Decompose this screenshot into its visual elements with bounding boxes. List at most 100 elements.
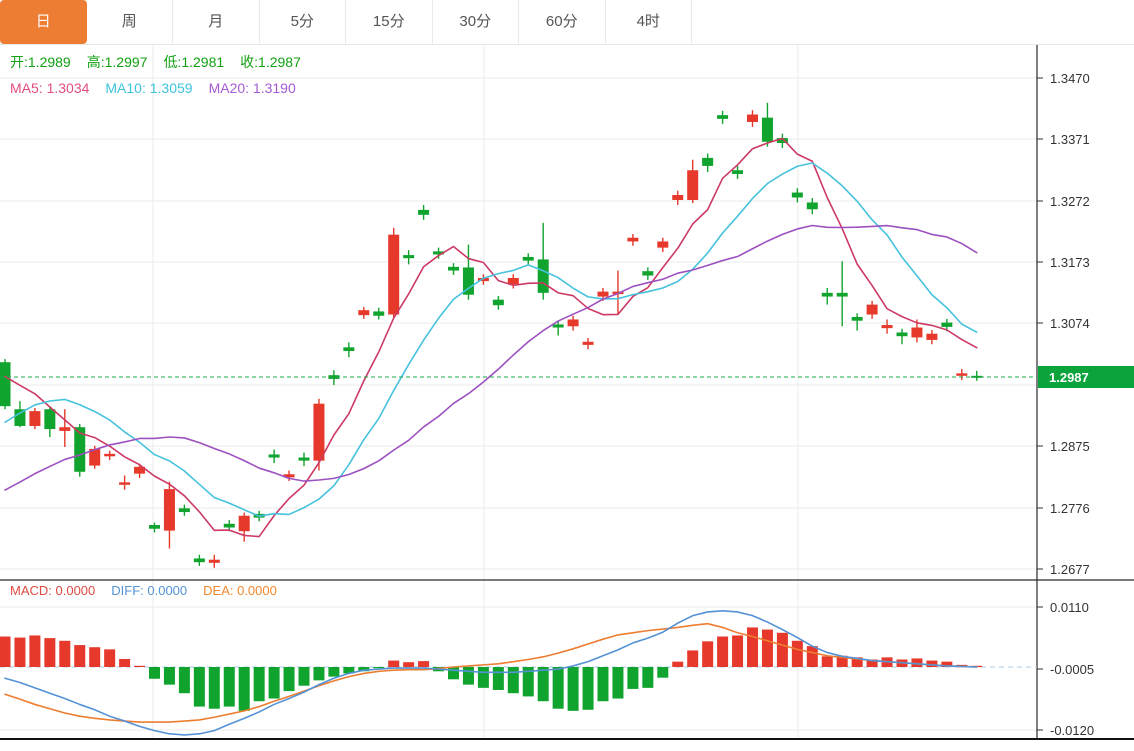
- candle-body: [926, 333, 938, 340]
- candle-body: [462, 267, 474, 295]
- price-axis-label: 1.3272: [1050, 194, 1090, 209]
- candle-body: [477, 277, 489, 282]
- current-price-badge: [1038, 366, 1134, 388]
- macd-hist-bar: [238, 667, 250, 711]
- macd-hist-bar: [552, 667, 564, 709]
- macd-hist-bar: [791, 640, 803, 667]
- tab-period-7[interactable]: 60分: [519, 0, 606, 44]
- macd-readout: MACD: 0.0000 DIFF: 0.0000 DEA: 0.0000: [10, 583, 293, 598]
- macd-axis-label: -0.0005: [1050, 662, 1094, 677]
- candle-body: [702, 157, 714, 166]
- macd-hist-bar: [642, 667, 654, 688]
- candle-body: [388, 234, 400, 315]
- candle-body: [134, 466, 146, 474]
- macd-hist-bar: [14, 637, 26, 667]
- current-price-marker: 1.2987: [0, 366, 1134, 388]
- candle-body: [14, 409, 26, 426]
- ohlc-close: 收:1.2987: [240, 54, 301, 70]
- candle-body: [507, 277, 519, 285]
- price-axis-label: 1.2875: [1050, 439, 1090, 454]
- macd-hist-bar: [477, 667, 489, 688]
- ma-legend-ma10: MA10: 1.3059: [105, 80, 193, 96]
- candle-body: [627, 237, 639, 242]
- macd-axis-label: 0.0110: [1050, 600, 1089, 615]
- macd-hist-bar: [163, 667, 175, 685]
- ma10-line: [4, 162, 978, 517]
- candles: [0, 102, 983, 568]
- candle-body: [283, 474, 295, 478]
- candle-body: [328, 375, 340, 379]
- macd-hist-bar: [821, 656, 833, 667]
- tab-period-3[interactable]: 月: [173, 0, 260, 44]
- candle-body: [642, 271, 654, 276]
- candle-body: [119, 482, 131, 485]
- macd-hist-bar: [507, 667, 519, 694]
- tab-period-4[interactable]: 5分: [259, 0, 346, 44]
- candle-body: [761, 117, 773, 142]
- macd-hist-bar: [193, 667, 205, 707]
- candle-body: [672, 195, 684, 200]
- candle-body: [208, 559, 220, 563]
- candle-body: [791, 192, 803, 198]
- candle-body: [492, 299, 504, 306]
- macd-hist-bar: [283, 667, 295, 692]
- candle-body: [163, 489, 175, 531]
- candle-body: [956, 373, 968, 376]
- macd-hist-bar: [223, 667, 235, 707]
- tab-period-2[interactable]: 周: [86, 0, 173, 44]
- candle-body: [373, 311, 385, 316]
- candle-body: [358, 310, 370, 316]
- candle-body: [567, 319, 579, 327]
- candle-body: [298, 457, 310, 461]
- macd-hist-bar: [313, 667, 325, 681]
- macd-hist-bar: [836, 655, 848, 667]
- tab-period-6[interactable]: 30分: [432, 0, 519, 44]
- ma20-line: [4, 224, 978, 491]
- candle-body: [448, 266, 459, 271]
- tab-period-5[interactable]: 15分: [346, 0, 433, 44]
- macd-hist-bar: [418, 661, 430, 667]
- candle-body: [178, 508, 190, 513]
- macd-hist-bar: [253, 667, 265, 702]
- candle-body: [193, 558, 205, 563]
- ohlc-low: 低:1.2981: [163, 54, 225, 70]
- macd-hist-bar: [298, 667, 310, 686]
- candle-body: [89, 448, 101, 466]
- macd-hist-bar: [597, 667, 609, 702]
- macd-hist-bar: [268, 667, 280, 699]
- candle-body: [806, 202, 818, 210]
- macd-hist-bar: [388, 660, 400, 667]
- candle-body: [732, 170, 744, 174]
- macd-hist-bar: [851, 657, 863, 667]
- price-axis-label: 1.3173: [1050, 255, 1090, 270]
- macd-hist-bar: [134, 665, 146, 667]
- ohlc-open: 开:1.2989: [10, 54, 71, 70]
- macd-hist-bar: [119, 658, 131, 667]
- tab-period-1[interactable]: 日: [0, 0, 87, 44]
- macd-hist-bar: [582, 667, 594, 710]
- candle-body: [821, 292, 833, 297]
- candle-body: [687, 170, 699, 200]
- macd-hist-bar: [776, 632, 788, 667]
- candle-body: [418, 209, 430, 215]
- candle-body: [881, 325, 893, 329]
- current-price-badge-text: 1.2987: [1049, 370, 1089, 385]
- macd-hist-bar: [448, 667, 459, 680]
- macd-hist-bar: [522, 667, 534, 697]
- macd-hist-bar: [717, 636, 729, 667]
- ma-readout: MA5: 1.3034 MA10: 1.3059 MA20: 1.3190: [10, 80, 312, 96]
- macd-hist-bar: [941, 661, 953, 667]
- macd-hist-bar: [702, 641, 714, 667]
- candle-body: [403, 255, 415, 259]
- candle-body: [29, 411, 41, 426]
- ma-legend-ma20: MA20: 1.3190: [208, 80, 296, 96]
- price-axis-label: 1.3371: [1050, 132, 1090, 147]
- candle-body: [313, 403, 325, 461]
- candle-body: [776, 138, 788, 144]
- tab-period-8[interactable]: 4时: [605, 0, 692, 44]
- macd-panel: [0, 610, 1037, 736]
- candle-body: [836, 292, 848, 297]
- macd-hist-bar: [89, 647, 101, 667]
